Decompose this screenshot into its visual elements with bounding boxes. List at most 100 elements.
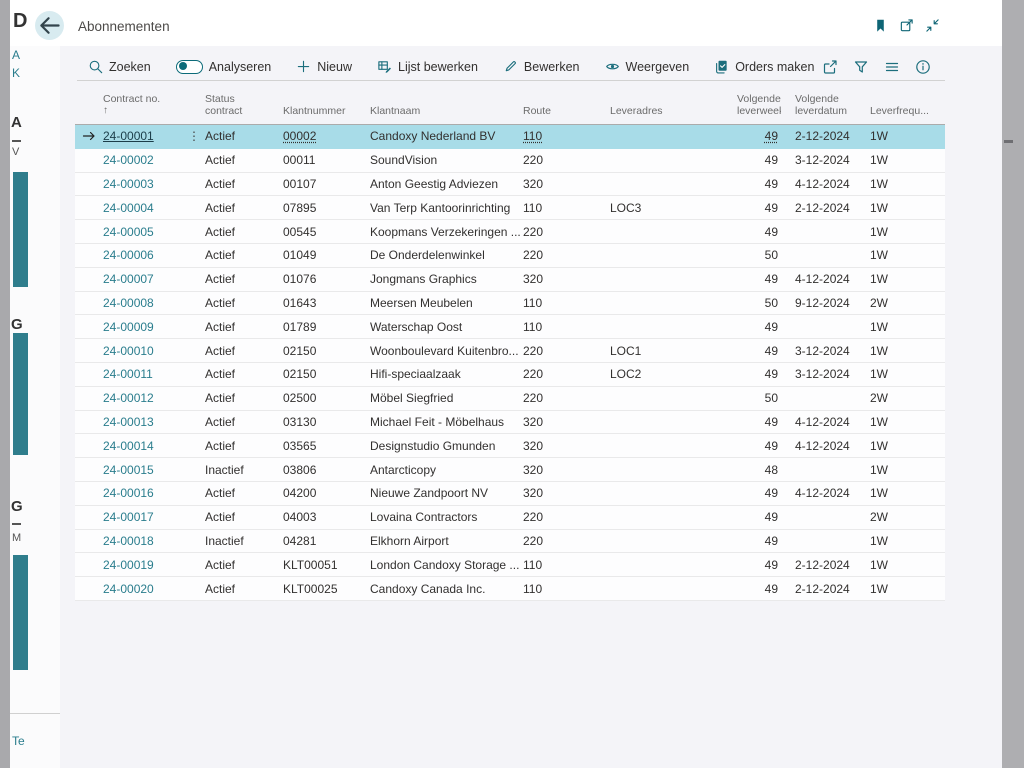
- table-row[interactable]: 24-00003 ⋮Actief 00107 Anton Geestig Adviez…: [75, 172, 945, 197]
- choose-view-icon[interactable]: [884, 59, 900, 75]
- contract-link[interactable]: 24-00013: [103, 414, 154, 429]
- table-row[interactable]: 24-00017 ⋮Actief 04003 Lovaina Contractors 2…: [75, 505, 945, 530]
- table-row[interactable]: 24-00002 ⋮Actief 00011 SoundVision 220 49 3-12…: [75, 148, 945, 173]
- column-header-klantnummer[interactable]: Klantnummer: [283, 105, 346, 117]
- analyze-toggle-item[interactable]: Analyseren: [175, 59, 271, 74]
- cell-leverfreq: 1W: [870, 557, 888, 572]
- table-row[interactable]: 24-00001 ⋮ Actief 00002 Candoxy Nederland BV…: [75, 125, 945, 149]
- contract-link[interactable]: 24-00008: [103, 295, 154, 310]
- table-row[interactable]: 24-00004 ⋮Actief 07895 Van Terp Kantoorinri…: [75, 196, 945, 221]
- filter-icon[interactable]: [853, 59, 869, 75]
- sort-ascending-icon: ↑: [103, 105, 108, 116]
- info-icon[interactable]: [915, 59, 931, 75]
- column-header-contract[interactable]: Contract no. ↑: [100, 93, 182, 117]
- table-row[interactable]: 24-00007 ⋮Actief 01076 Jongmans Graphics 320…: [75, 267, 945, 292]
- table-row[interactable]: 24-00018 ⋮Inactief 04281 Elkhorn Airport 220…: [75, 529, 945, 554]
- contract-link[interactable]: 24-00016: [103, 486, 154, 501]
- contract-link[interactable]: 24-00002: [103, 153, 154, 168]
- cell-route: 110: [523, 319, 543, 334]
- show-button[interactable]: Weergeven: [605, 59, 689, 74]
- cell-klantnummer: 00002: [283, 129, 317, 144]
- cell-leveradres: [608, 577, 737, 600]
- contract-link[interactable]: 24-00014: [103, 438, 154, 453]
- cell-route: 110: [523, 557, 543, 572]
- plus-icon: [296, 59, 311, 74]
- contract-link[interactable]: 24-00004: [103, 200, 154, 215]
- table-row[interactable]: 24-00013 ⋮Actief 03130 Michael Feit - Möbel…: [75, 410, 945, 435]
- make-orders-button[interactable]: Orders maken: [714, 59, 814, 74]
- edit-button[interactable]: Bewerken: [503, 59, 580, 74]
- cell-route: 320: [523, 414, 544, 429]
- table-row[interactable]: 24-00011 ⋮Actief 02150 Hifi-speciaalzaak 220…: [75, 362, 945, 387]
- cell-contract: 24-00003: [100, 173, 182, 196]
- cell-leveradres: [608, 387, 737, 410]
- cell-contract: 24-00008: [100, 292, 182, 315]
- cell-route: 320: [523, 176, 544, 191]
- table-row[interactable]: 24-00014 ⋮Actief 03565 Designstudio Gmunden…: [75, 434, 945, 459]
- contract-link[interactable]: 24-00003: [103, 176, 154, 191]
- right-chrome-strip: [1002, 0, 1024, 768]
- column-header-leverdatum[interactable]: Volgende leverdatum: [795, 93, 847, 117]
- cell-leverfreq: 1W: [870, 486, 888, 501]
- new-button[interactable]: Nieuw: [296, 59, 352, 74]
- cell-leverdatum: 3-12-2024: [795, 343, 850, 358]
- cell-status: Actief: [205, 295, 236, 310]
- share-icon[interactable]: [822, 59, 838, 75]
- contract-link[interactable]: 24-00006: [103, 248, 154, 263]
- contract-link[interactable]: 24-00017: [103, 510, 154, 525]
- cell-klantnummer: 01049: [283, 248, 317, 263]
- row-marker-cell: [75, 506, 100, 529]
- contract-link[interactable]: 24-00018: [103, 533, 154, 548]
- edit-list-button[interactable]: Lijst bewerken: [377, 59, 478, 74]
- column-header-klantnaam[interactable]: Klantnaam: [370, 105, 421, 117]
- table-row[interactable]: 24-00006 ⋮Actief 01049 De Onderdelenwinkel 2…: [75, 243, 945, 268]
- table-row[interactable]: 24-00020 ⋮Actief KLT00025 Candoxy Canada In…: [75, 577, 945, 601]
- contract-link[interactable]: 24-00011: [103, 367, 153, 382]
- table-row[interactable]: 24-00015 ⋮Inactief 03806 Antarcticopy 320 48 1…: [75, 458, 945, 482]
- cell-leverweek: 49: [764, 486, 778, 501]
- cell-status: Actief: [205, 272, 236, 287]
- analyze-toggle[interactable]: [175, 59, 203, 74]
- cell-leveradres: [608, 268, 737, 291]
- left-chrome-strip: [0, 0, 10, 768]
- table-row[interactable]: 24-00005 ⋮Actief 00545 Koopmans Verzekering…: [75, 220, 945, 244]
- table-row[interactable]: 24-00012 ⋮Actief 02500 Möbel Siegfried 220 50…: [75, 386, 945, 411]
- cell-klantnummer: 07895: [283, 200, 317, 215]
- table-row[interactable]: 24-00009 ⋮Actief 01789 Waterschap Oost 110 49…: [75, 315, 945, 340]
- back-button[interactable]: [35, 11, 64, 40]
- contract-link[interactable]: 24-00005: [103, 224, 154, 239]
- backdrop-link-fragment: A: [12, 48, 21, 62]
- cell-leverdatum: 2-12-2024: [795, 200, 850, 215]
- table-row[interactable]: 24-00019 ⋮Actief KLT00051 London Candoxy St…: [75, 553, 945, 578]
- open-in-new-window-icon[interactable]: [899, 18, 914, 33]
- table-row[interactable]: 24-00010 ⋮Actief 02150 Woonboulevard Kuiten…: [75, 339, 945, 363]
- cell-contract: 24-00012: [100, 387, 182, 410]
- contract-link[interactable]: 24-00020: [103, 581, 154, 596]
- cell-route: 220: [523, 533, 544, 548]
- cell-leverweek: 50: [764, 248, 778, 263]
- contract-link[interactable]: 24-00009: [103, 319, 154, 334]
- bookmark-icon[interactable]: [873, 18, 888, 33]
- cell-klantnummer: KLT00051: [283, 557, 338, 572]
- cell-contract: 24-00020: [100, 577, 182, 600]
- contract-link[interactable]: 24-00001: [103, 129, 154, 144]
- contract-link[interactable]: 24-00010: [103, 343, 154, 358]
- contract-link[interactable]: 24-00012: [103, 391, 154, 406]
- cell-leverdatum: [781, 244, 856, 267]
- contract-link[interactable]: 24-00019: [103, 557, 154, 572]
- contract-link[interactable]: 24-00007: [103, 272, 154, 287]
- column-header-leveradres[interactable]: Leveradres: [610, 105, 663, 117]
- column-header-leverfreq[interactable]: Leverfrequ...: [870, 105, 929, 117]
- table-row[interactable]: 24-00008 ⋮Actief 01643 Meersen Meubelen 110 5…: [75, 291, 945, 316]
- contract-link[interactable]: 24-00015: [103, 462, 154, 477]
- collapse-page-icon[interactable]: [925, 18, 940, 33]
- edit-list-icon: [377, 59, 392, 74]
- column-header-leverweek[interactable]: Volgende leverweek: [737, 93, 781, 117]
- column-header-route[interactable]: Route: [523, 105, 552, 117]
- cell-leverfreq: 1W: [870, 581, 888, 596]
- table-row[interactable]: 24-00016 ⋮Actief 04200 Nieuwe Zandpoort NV 3…: [75, 481, 945, 506]
- row-menu-icon[interactable]: ⋮: [182, 130, 200, 142]
- toggle-knob: [178, 62, 187, 70]
- search-button[interactable]: Zoeken: [88, 59, 151, 74]
- column-header-status[interactable]: Status contract: [205, 93, 243, 117]
